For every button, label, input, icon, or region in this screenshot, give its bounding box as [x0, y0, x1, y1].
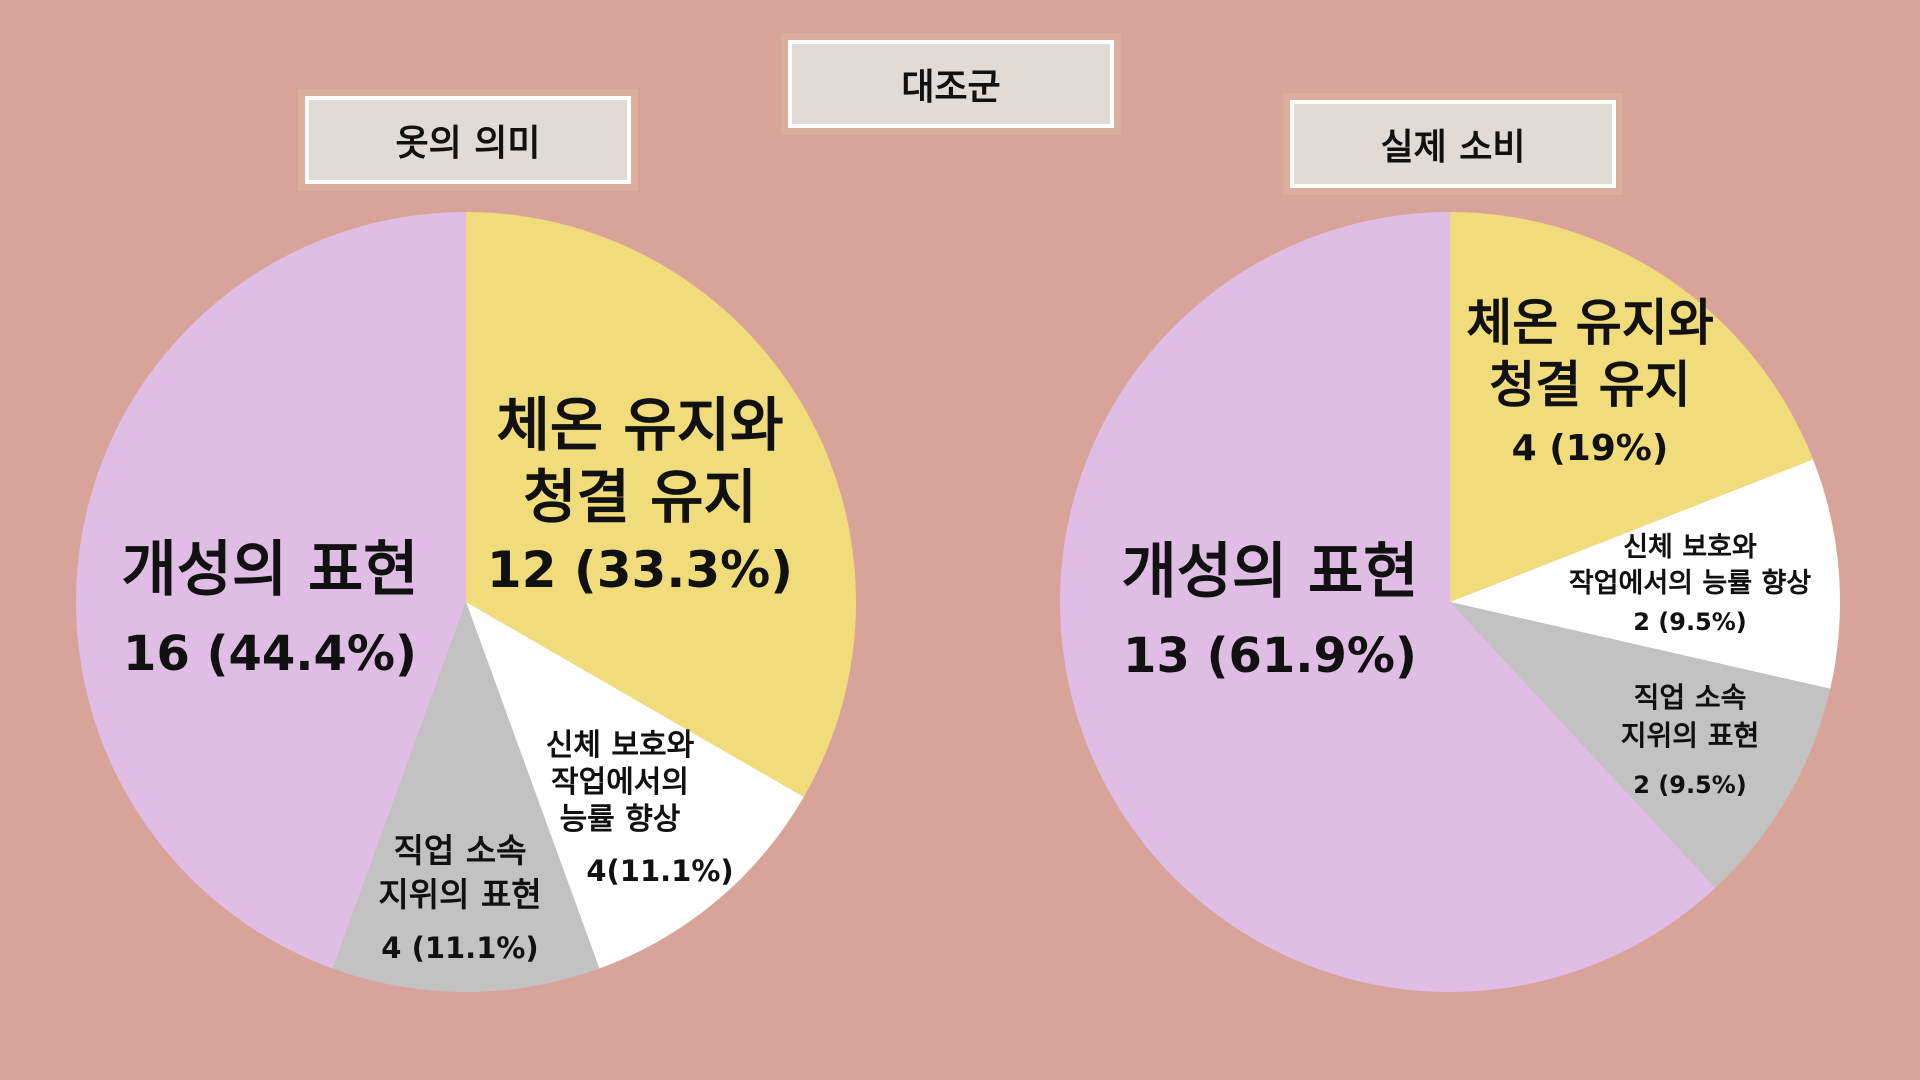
pie1-slice-3 [332, 602, 600, 992]
pie1-label-2-line-3: 능률 향상 [560, 802, 681, 837]
pie1-value-1: 12 (33.3%) [487, 541, 793, 599]
pie2-label-4: 개성의 표현 13 (61.9%) [1122, 537, 1419, 684]
pie1-label-2-line-1: 신체 보호와 [546, 728, 695, 763]
pie2-value-1: 4 (19%) [1512, 428, 1669, 469]
pie2-label-1-line-2: 청결 유지 [1489, 356, 1690, 414]
pie2-slice-2 [1450, 459, 1841, 689]
pie2-slice-1 [1450, 212, 1814, 602]
pie1-slice-4 [76, 212, 467, 969]
pie2-label-1-line-1: 체온 유지와 [1466, 294, 1713, 352]
pie1-label-2-line-2: 작업에서의 [551, 765, 689, 800]
pie1-value-2: 4(11.1%) [586, 854, 733, 888]
pie2-value-3: 2 (9.5%) [1633, 771, 1747, 799]
pie1-label-4: 개성의 표현 16 (44.4%) [122, 535, 419, 682]
pie1-slice-1 [466, 212, 856, 797]
pie1-label-3-line-1: 직업 소속 [394, 831, 527, 870]
pie1-value-3: 4 (11.1%) [381, 931, 538, 965]
pie1-label-3-line-2: 지위의 표현 [378, 875, 541, 914]
pie1-slice-2 [466, 602, 804, 969]
pie2-slice-4 [1059, 212, 1716, 993]
pie2-label-2-line-1: 신체 보호와 [1623, 532, 1757, 563]
pie1-value-4: 16 (44.4%) [123, 626, 417, 682]
pie2-slice-3 [1450, 602, 1831, 888]
left-chart-title: 옷의 의미 [305, 96, 631, 184]
pie2-value-2: 2 (9.5%) [1633, 608, 1747, 636]
pie2-label-4-line-1: 개성의 표현 [1122, 537, 1419, 607]
pie1-label-1-line-2: 청결 유지 [523, 463, 757, 531]
group-title: 대조군 [788, 40, 1114, 128]
pie2-value-4: 13 (61.9%) [1123, 628, 1417, 684]
right-chart-title: 실제 소비 [1290, 100, 1616, 188]
pie1-label-1-line-1: 체온 유지와 [497, 391, 784, 459]
pie2-label-3-line-1: 직업 소속 [1634, 681, 1747, 714]
pie1-label-4-line-1: 개성의 표현 [122, 535, 419, 605]
pie2-label-2-line-2: 작업에서의 능률 향상 [1569, 568, 1812, 599]
pie2-label-3-line-2: 지위의 표현 [1621, 719, 1760, 752]
